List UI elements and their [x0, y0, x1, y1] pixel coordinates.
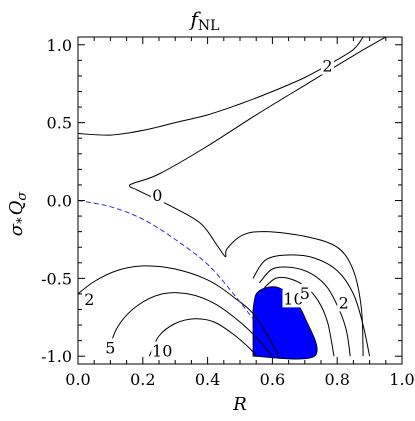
x-tick-label: 1.0 [389, 370, 414, 389]
contour-label: 10 [152, 342, 172, 361]
contour-label: 2 [322, 57, 332, 76]
contour-label-bg [337, 293, 351, 312]
contour-line-2-0 [78, 37, 364, 136]
contour-label: 2 [339, 293, 349, 312]
y-axis-label: σ*Qσ [6, 191, 30, 237]
y-tick-label: 1.0 [47, 36, 72, 55]
contour-label-bg [82, 290, 96, 309]
contour-line-2-5 [252, 254, 371, 357]
contour-line-5-6 [259, 266, 351, 357]
x-tick-label: 0.4 [195, 370, 220, 389]
x-tick-label: 0.0 [65, 370, 90, 389]
y-tick-label: -0.5 [41, 269, 72, 288]
contour-label: 2 [84, 290, 94, 309]
y-tick-label: 0.0 [47, 192, 72, 211]
contour-label-bg [150, 185, 164, 204]
contour-line-5-3 [106, 292, 273, 357]
x-tick-label: 0.2 [130, 370, 155, 389]
x-tick-label: 0.8 [324, 370, 349, 389]
contour-label-bg [298, 283, 312, 302]
contour-line-10-4 [148, 318, 257, 357]
y-tick-label: 0.5 [47, 114, 72, 133]
plot-area [78, 37, 387, 360]
contour-label: 0 [152, 186, 162, 205]
contour-label: 5 [105, 338, 115, 357]
contour-label-bg [103, 338, 117, 357]
dashed-curve [78, 200, 254, 320]
chart-title: fNL [189, 7, 220, 34]
y-tick-label: -1.0 [41, 347, 72, 366]
x-tick-label: 0.6 [260, 370, 285, 389]
contour-label-bg [151, 341, 174, 360]
contour-label: 5 [300, 284, 310, 303]
axis-ticks: 0.0 0.2 0.4 0.6 0.8 1.0 1.0 0.5 0.0 -0.5 -1.0 [41, 36, 415, 389]
x-axis-label: R [232, 394, 247, 415]
contour-line-2-2 [78, 265, 280, 357]
contour-line-0-1 [128, 37, 387, 357]
contour-label-bg [320, 56, 334, 75]
